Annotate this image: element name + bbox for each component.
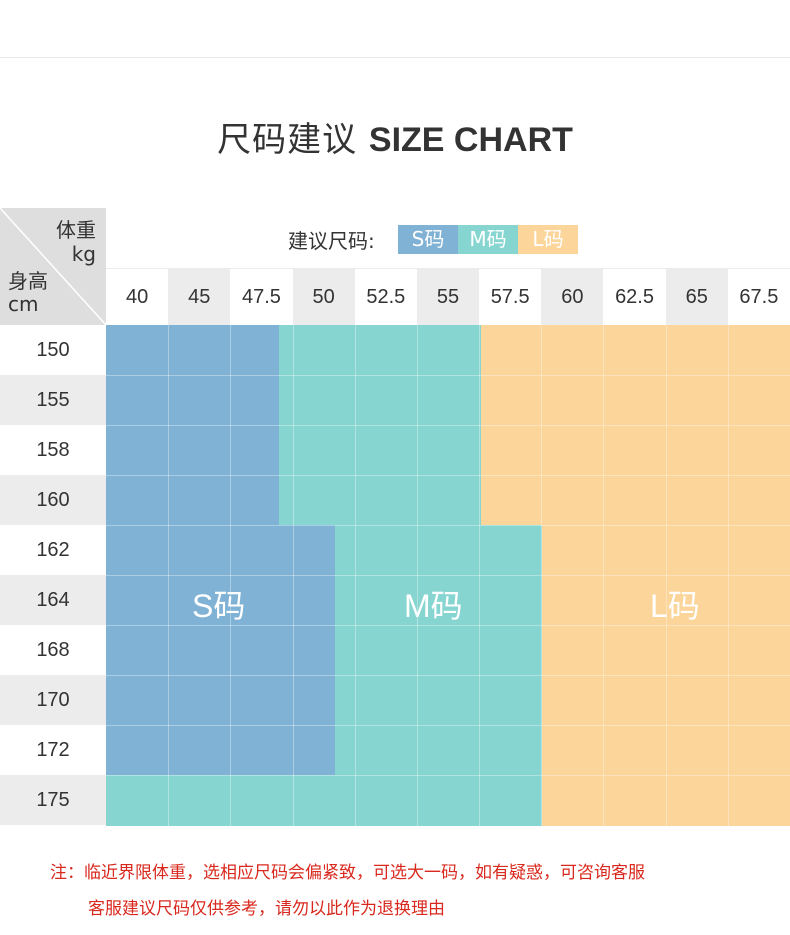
legend-row: 建议尺码: S码 M码 L码 [106,208,790,269]
weight-cell: 62.5 [603,269,666,325]
height-cell: 150 [0,325,106,375]
l-region-label: L码 [650,588,700,624]
m-region-lower [335,525,542,775]
weight-cell: 45 [168,269,231,325]
grid-vertical [665,325,667,826]
title-en: SIZE CHART [368,121,573,159]
legend-s-chip: S码 [398,225,458,254]
weight-cell: 65 [665,269,728,325]
m-region-bottom [106,775,542,826]
weight-cell: 60 [541,269,604,325]
weight-label: 体重 [56,218,96,242]
page-title: 尺码建议 SIZE CHART [0,112,790,161]
grid-horizontal [106,575,790,576]
grid-horizontal [106,475,790,476]
grid-vertical [416,325,418,826]
grid-horizontal [106,375,790,376]
height-cell: 170 [0,675,106,725]
m-region-upper [279,325,481,525]
weight-cell: 57.5 [479,269,542,325]
weight-cell: 50 [292,269,355,325]
height-cell: 155 [0,375,106,425]
s-region-upper [106,325,279,525]
grid-horizontal [106,525,790,526]
height-label: 身高 [8,269,48,293]
l-region-lower [542,525,790,775]
title-cn: 尺码建议 [217,120,358,160]
weight-cell: 47.5 [230,269,293,325]
weight-unit: kg [71,242,96,266]
grid-vertical [479,325,481,826]
weight-cell: 52.5 [354,269,417,325]
l-region-bottom [542,775,790,826]
top-divider [0,57,790,58]
legend-label: 建议尺码: [288,229,375,253]
weight-cell: 55 [416,269,480,325]
l-region-upper [481,325,790,525]
note-line-2: 客服建议尺码仅供参考，请勿以此作为退换理由 [88,899,445,919]
grid-vertical [354,325,356,826]
s-region-label: S码 [192,588,246,624]
height-header: 身高 cm [8,270,48,316]
legend-m-chip: M码 [458,225,518,254]
m-region-label: M码 [404,588,463,624]
grid-horizontal [106,775,790,776]
grid-vertical [727,325,729,826]
grid-horizontal [106,625,790,626]
grid-vertical [292,325,294,826]
weight-cell: 67.5 [727,269,790,325]
height-cell: 158 [0,425,106,475]
size-chart: 体重 kg 身高 cm 建议尺码: S码 M码 L码 40 45 47.5 50 52.… [0,208,790,826]
height-cell: 164 [0,575,106,625]
grid-vertical [230,325,232,826]
weight-header: 体重 kg [56,218,96,266]
grid-vertical [168,325,170,826]
height-unit: cm [8,292,39,316]
grid-horizontal [106,425,790,426]
note-line-1: 注：临近界限体重，选相应尺码会偏紧致，可选大一码，如有疑惑，可咨询客服 [50,863,645,883]
grid-vertical [603,325,605,826]
diagonal-divider [0,208,106,325]
grid-vertical [541,325,543,826]
weight-cell: 40 [106,269,169,325]
grid-horizontal [106,725,790,726]
height-cell: 160 [0,475,106,525]
s-region-lower [106,525,335,775]
legend-l-chip: L码 [518,225,578,254]
height-cell: 162 [0,525,106,575]
height-cell: 175 [0,775,106,825]
height-cell: 172 [0,725,106,775]
grid-horizontal [106,675,790,676]
header-corner: 体重 kg 身高 cm [0,208,106,325]
height-cell: 168 [0,625,106,675]
